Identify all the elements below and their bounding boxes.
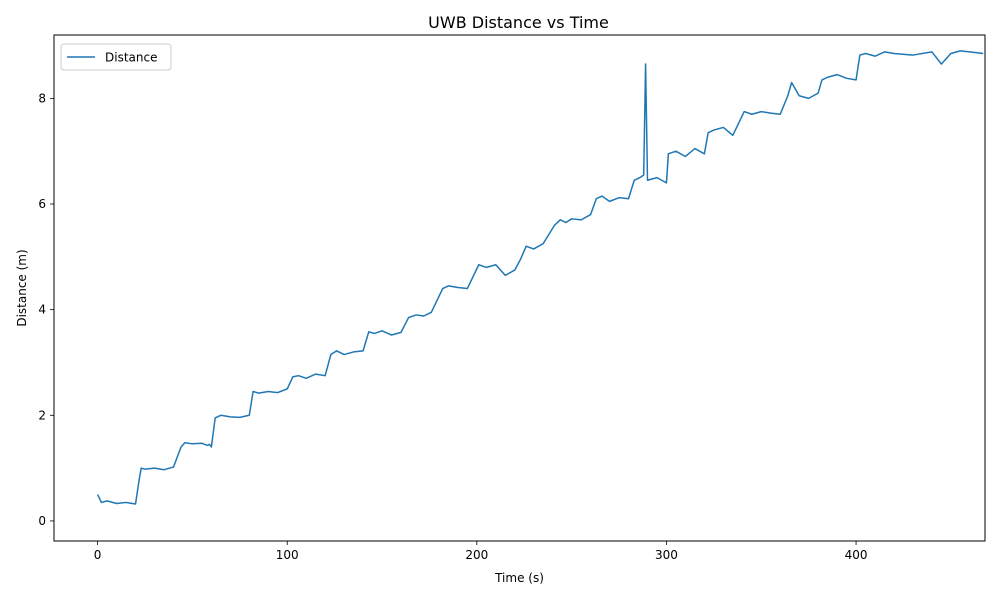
plot-frame (53, 34, 986, 542)
y-tick-label: 2 (38, 408, 46, 422)
y-axis-label: Distance (m) (15, 249, 29, 326)
x-axis-ticks: 0 100 200 300 400 (94, 541, 868, 562)
legend: Distance (60, 43, 172, 71)
x-tick-label: 200 (465, 548, 488, 562)
y-tick-label: 8 (38, 91, 46, 105)
legend-label-distance: Distance (105, 51, 157, 65)
y-tick-label: 6 (38, 197, 46, 211)
x-tick-label: 400 (845, 548, 868, 562)
y-axis-ticks: 0 2 4 6 8 (38, 91, 54, 528)
series-line-distance (96, 50, 984, 505)
legend-box (60, 43, 172, 71)
y-tick-label: 0 (38, 514, 46, 528)
x-tick-label: 0 (94, 548, 102, 562)
x-tick-label: 100 (276, 548, 299, 562)
chart-title: UWB Distance vs Time (428, 13, 609, 32)
x-tick-label: 300 (655, 548, 678, 562)
plot-area (96, 50, 984, 505)
y-tick-label: 4 (38, 303, 46, 317)
x-axis-label: Time (s) (494, 571, 544, 585)
